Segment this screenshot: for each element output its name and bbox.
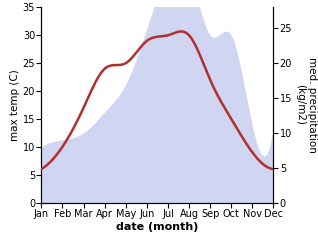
- X-axis label: date (month): date (month): [116, 222, 199, 232]
- Y-axis label: max temp (C): max temp (C): [10, 69, 20, 141]
- Y-axis label: med. precipitation
(kg/m2): med. precipitation (kg/m2): [295, 57, 317, 153]
